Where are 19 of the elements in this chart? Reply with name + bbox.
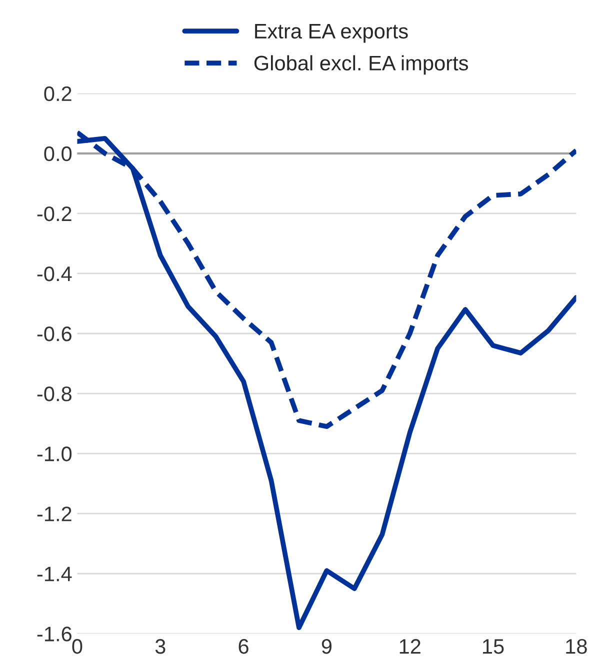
x-tick-label: 0 xyxy=(72,639,82,654)
y-tick-label: -1.2 xyxy=(37,506,72,522)
legend-label: Global excl. EA imports xyxy=(254,55,468,75)
x-tick-label: 18 xyxy=(566,639,587,654)
x-tick-label: 9 xyxy=(322,639,332,654)
y-tick-label: -1.6 xyxy=(37,626,72,642)
y-tick-label: 0.2 xyxy=(44,86,72,102)
y-tick-label: -0.4 xyxy=(37,266,72,282)
y-tick-label: 0.0 xyxy=(44,146,72,162)
y-tick-label: -0.2 xyxy=(37,206,72,222)
x-tick-label: 6 xyxy=(238,639,248,654)
x-tick-label: 15 xyxy=(483,639,504,654)
x-tick-label: 3 xyxy=(155,639,166,654)
y-tick-label: -0.6 xyxy=(37,326,72,342)
y-tick-label: -1.0 xyxy=(37,446,72,462)
y-tick-label: -1.4 xyxy=(37,566,72,582)
y-tick-label: -0.8 xyxy=(37,386,72,402)
x-tick-label: 12 xyxy=(400,639,420,654)
legend-label: Extra EA exports xyxy=(255,24,408,43)
